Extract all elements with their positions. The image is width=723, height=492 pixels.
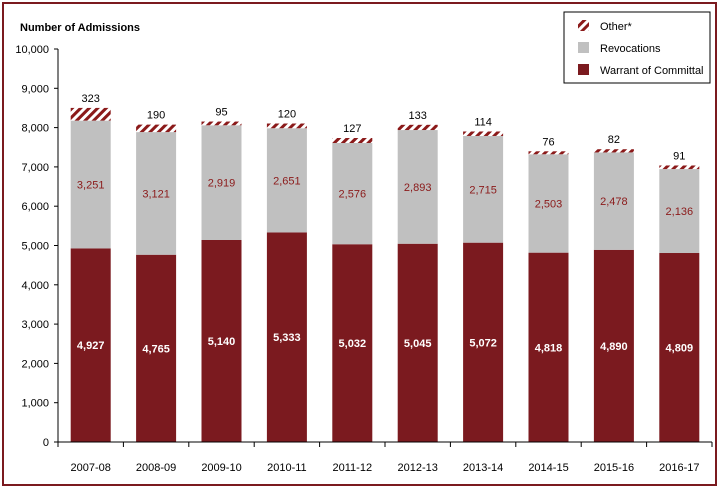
y-tick-label: 7,000	[21, 162, 49, 174]
bar-other	[332, 138, 373, 144]
x-tick-label: 2016-17	[659, 462, 699, 474]
data-label-other: 323	[82, 93, 100, 105]
data-label-warrant-of-committal: 5,045	[404, 338, 432, 350]
y-axis-title: Number of Admissions	[20, 22, 140, 34]
bar-revocations	[266, 128, 307, 233]
bar-other	[463, 131, 504, 136]
y-tick-label: 0	[43, 437, 49, 449]
bar-warrant-of-committal	[136, 254, 177, 442]
plot-area: 4,927 3,251 323 4,765 3,121 190 5,140 2,919 95 5,…	[70, 93, 700, 442]
y-axis: 0 1,000 2,000 3,000 4,000 5,000 6,000 7,000 8,00…	[15, 44, 59, 449]
data-label-other: 95	[215, 107, 227, 119]
x-tick-label: 2007-08	[71, 462, 111, 474]
bar-other	[136, 124, 177, 133]
data-label-warrant-of-committal: 4,809	[666, 343, 694, 355]
bar-warrant-of-committal	[70, 248, 111, 442]
bar-other	[70, 107, 111, 121]
legend: Other* Revocations Warrant of Committal	[563, 11, 711, 84]
legend-swatch	[578, 64, 589, 75]
x-tick-label: 2009-10	[201, 462, 241, 474]
y-tick-label: 2,000	[21, 358, 49, 370]
data-label-warrant-of-committal: 5,140	[208, 336, 236, 348]
x-tick-label: 2013-14	[463, 462, 503, 474]
data-label-other: 190	[147, 110, 165, 122]
bar-other	[593, 149, 634, 153]
data-label-other: 91	[673, 150, 685, 162]
bar-revocations	[332, 143, 373, 245]
bar-warrant-of-committal	[528, 252, 569, 442]
data-label-warrant-of-committal: 5,032	[339, 338, 367, 350]
legend-label: Revocations	[600, 43, 661, 55]
bar-revocations	[659, 169, 700, 254]
data-label-warrant-of-committal: 5,072	[469, 337, 497, 349]
bar-revocations	[397, 130, 438, 244]
data-label-revocations: 2,919	[208, 178, 236, 190]
bar-revocations	[463, 135, 504, 243]
legend-swatch	[578, 20, 589, 31]
bar-warrant-of-committal	[397, 243, 438, 442]
data-label-other: 114	[474, 116, 492, 128]
bar-other	[266, 123, 307, 129]
y-tick-label: 3,000	[21, 319, 49, 331]
bar-other	[659, 165, 700, 170]
bar-warrant-of-committal	[201, 239, 242, 442]
bar-revocations	[528, 154, 569, 253]
y-tick-label: 1,000	[21, 398, 49, 410]
y-tick-label: 8,000	[21, 123, 49, 135]
x-tick-label: 2008-09	[136, 462, 176, 474]
y-tick-label: 4,000	[21, 280, 49, 292]
x-tick-label: 2011-12	[333, 462, 373, 474]
x-tick-label: 2010-11	[267, 462, 307, 474]
data-label-revocations: 2,651	[273, 175, 301, 187]
y-tick-label: 10,000	[15, 44, 49, 56]
data-label-other: 82	[608, 134, 620, 146]
data-label-revocations: 2,715	[469, 184, 497, 196]
data-label-revocations: 3,121	[142, 188, 170, 200]
data-label-revocations: 2,893	[404, 182, 432, 194]
data-label-revocations: 2,503	[535, 198, 563, 210]
data-label-warrant-of-committal: 4,818	[535, 342, 563, 354]
data-label-warrant-of-committal: 5,333	[273, 332, 301, 344]
x-tick-label: 2014-15	[528, 462, 568, 474]
data-label-warrant-of-committal: 4,927	[77, 340, 105, 352]
y-tick-label: 5,000	[21, 241, 49, 253]
data-label-other: 76	[542, 136, 554, 148]
bar-warrant-of-committal	[266, 232, 307, 442]
y-tick-label: 9,000	[21, 83, 49, 95]
data-label-revocations: 2,576	[339, 189, 367, 201]
x-tick-label: 2012-13	[398, 462, 438, 474]
data-label-warrant-of-committal: 4,765	[142, 343, 170, 355]
bar-warrant-of-committal	[463, 242, 504, 442]
bar-warrant-of-committal	[593, 249, 634, 442]
bar-other	[528, 151, 569, 155]
x-tick-label: 2015-16	[594, 462, 634, 474]
data-label-revocations: 2,478	[600, 196, 628, 208]
data-label-revocations: 2,136	[666, 206, 694, 218]
legend-swatch	[578, 42, 589, 53]
data-label-revocations: 3,251	[77, 179, 105, 191]
data-label-other: 120	[278, 109, 296, 121]
legend-label: Other*	[600, 21, 633, 33]
bar-warrant-of-committal	[659, 253, 700, 442]
bar-revocations	[70, 120, 111, 249]
data-label-other: 127	[343, 123, 361, 135]
bar-other	[201, 121, 242, 126]
bar-revocations	[593, 152, 634, 250]
data-label-other: 133	[409, 110, 427, 122]
x-axis: 2007-08 2008-09 2009-10 2010-11 2011-12 2012-…	[57, 441, 713, 474]
bar-revocations	[201, 125, 242, 240]
data-label-warrant-of-committal: 4,890	[600, 341, 628, 353]
y-tick-label: 6,000	[21, 201, 49, 213]
legend-label: Warrant of Committal	[600, 65, 704, 77]
bar-warrant-of-committal	[332, 244, 373, 442]
bar-other	[397, 124, 438, 131]
bar-revocations	[136, 132, 177, 255]
